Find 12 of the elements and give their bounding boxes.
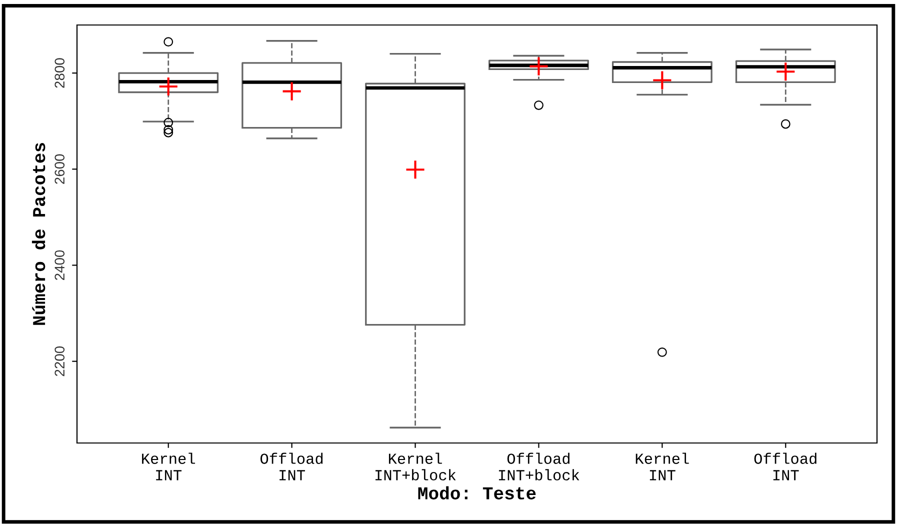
x-tick-label: Kernel INT [636,452,689,480]
y-tick-label: 2800 [54,58,65,88]
x-axis-title: Modo: Teste [418,486,536,500]
x-tick-label: Offload INT+block [498,452,580,480]
y-tick-label: 2200 [54,346,65,376]
y-axis-title: Número de Pacotes [32,143,46,325]
x-tick-label: Kernel INT [142,452,196,480]
x-tick-label: Kernel INT+block [376,452,456,480]
y-tick-label: 2400 [54,250,65,280]
x-tick-label: Offload INT [754,452,816,480]
y-tick-label: 2600 [54,154,65,184]
x-tick-label: Offload INT [260,452,323,480]
